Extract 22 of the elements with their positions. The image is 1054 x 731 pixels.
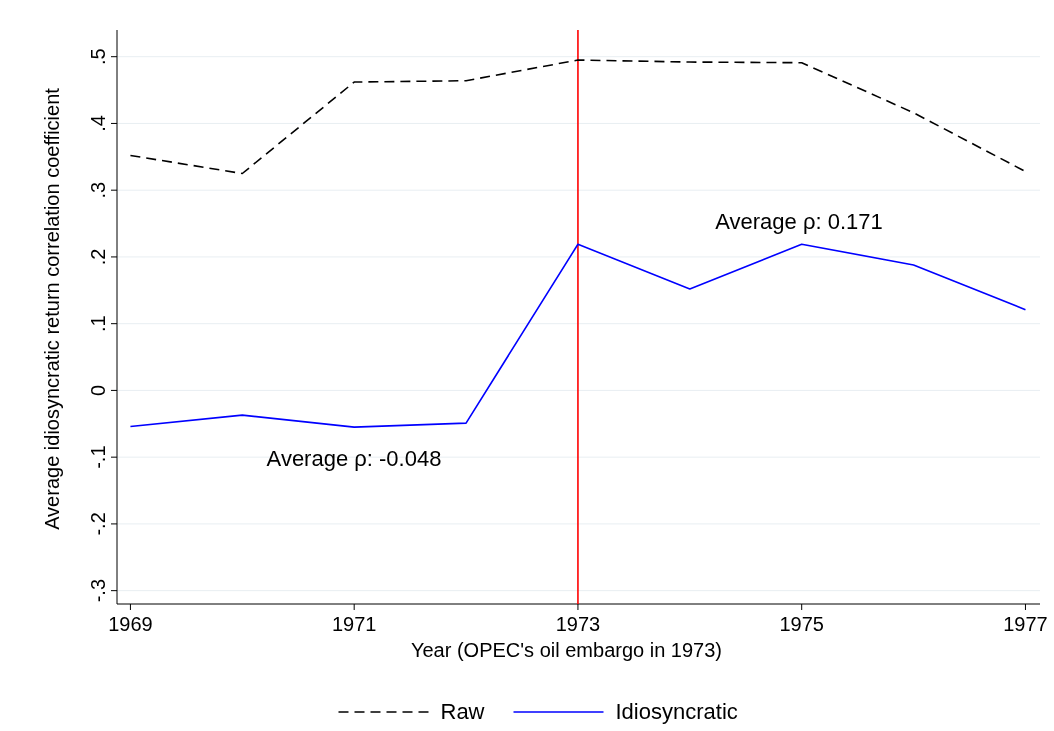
y-tick-label: 0 — [87, 384, 109, 396]
line-series — [129, 59, 1027, 175]
x-tick-label: 1969 — [108, 613, 153, 635]
x-tick-label: 1975 — [779, 613, 824, 635]
y-tick-label: .3 — [87, 181, 109, 199]
annotation: Average ρ: -0.048 — [266, 445, 442, 471]
legend-label: Raw — [440, 699, 485, 724]
x-tick-label: 1973 — [555, 613, 601, 635]
annotation: Average ρ: 0.171 — [715, 208, 883, 234]
x-tick-label: 1977 — [1003, 613, 1048, 635]
line-series — [129, 243, 1027, 428]
y-tick-label: .1 — [87, 315, 109, 333]
y-tick-label: -.1 — [87, 445, 109, 469]
y-tick-label: .4 — [87, 115, 109, 132]
y-tick-label: -.2 — [87, 512, 109, 536]
legend-label: Idiosyncratic — [615, 699, 738, 724]
x-axis-title: Year (OPEC's oil embargo in 1973) — [410, 639, 723, 661]
y-tick-label: .5 — [87, 48, 109, 66]
y-tick-label: -.3 — [87, 578, 109, 603]
x-tick-label: 1971 — [331, 613, 377, 635]
y-tick-label: .2 — [87, 248, 109, 266]
y-axis-title: Average idiosyncratic return correlation coefficient — [41, 87, 63, 530]
